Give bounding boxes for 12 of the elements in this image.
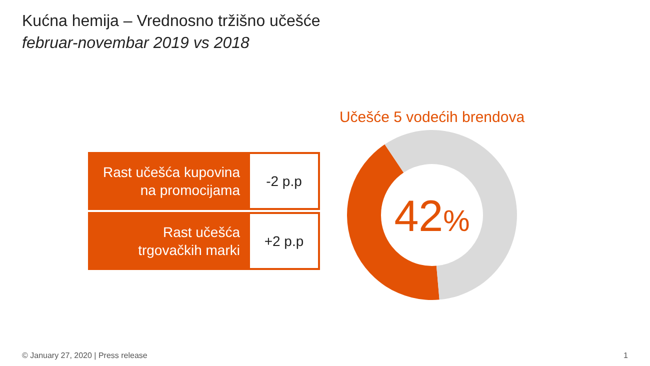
- text: februar-novembar 2019 vs 2018: [22, 35, 250, 52]
- data-label: 42%: [394, 192, 470, 241]
- text: Rast učešća kupovina na promocijama: [103, 164, 240, 198]
- text: +2 p.p: [264, 233, 304, 249]
- text: 1: [624, 351, 629, 360]
- text: Kućna hemija – Vrednosno tržišno učešće: [22, 13, 320, 30]
- donut-slice: [347, 144, 440, 300]
- chart-title: Učešće 5 vodećih brendova: [339, 109, 526, 126]
- donut-slice: [384, 130, 517, 300]
- text: -2 p.p: [266, 173, 302, 189]
- text: © January 27, 2020 | Press release: [22, 351, 148, 360]
- text: Rast učešća trgovačkih marki: [138, 224, 240, 258]
